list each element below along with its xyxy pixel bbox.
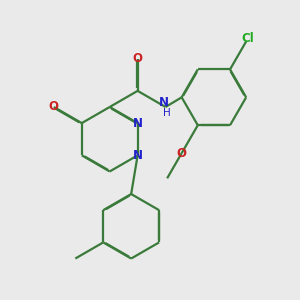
Text: N: N	[133, 149, 142, 162]
Text: O: O	[49, 100, 59, 113]
Text: O: O	[133, 52, 142, 65]
Text: Cl: Cl	[242, 32, 254, 45]
Text: N: N	[159, 96, 169, 109]
Text: N: N	[133, 117, 142, 130]
Text: O: O	[177, 147, 187, 160]
Text: H: H	[163, 108, 171, 118]
